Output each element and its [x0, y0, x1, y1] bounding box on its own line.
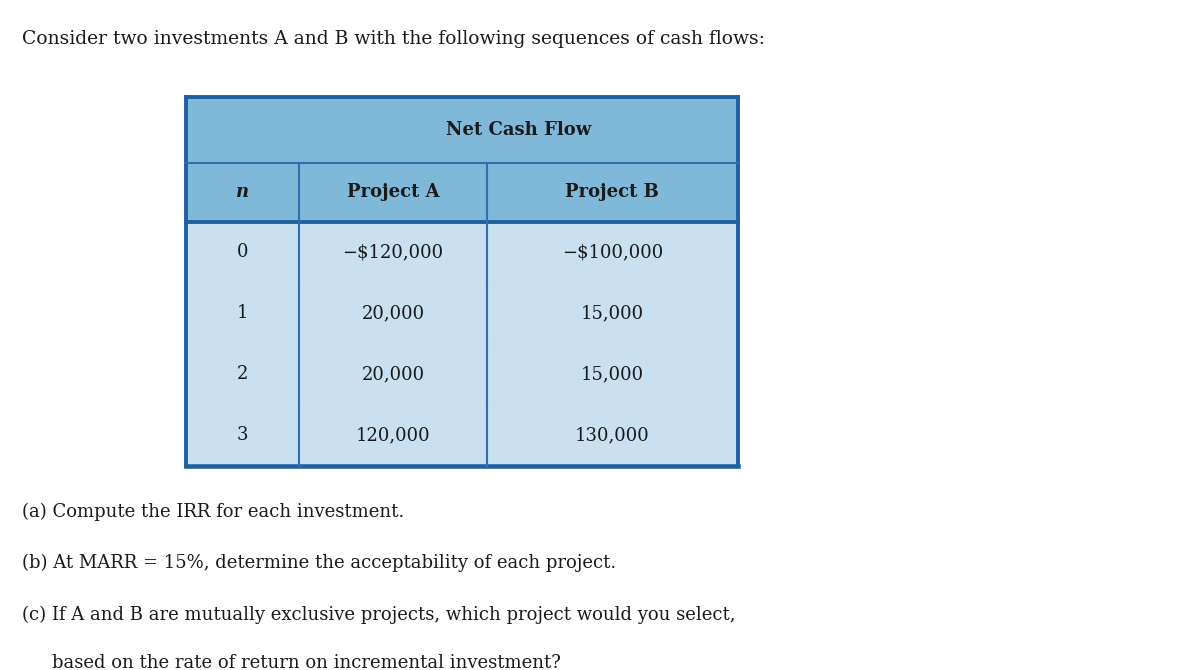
Text: 20,000: 20,000 — [361, 304, 425, 322]
Text: 1: 1 — [236, 304, 248, 322]
Text: 20,000: 20,000 — [361, 365, 425, 383]
Text: (b) At MARR = 15%, determine the acceptability of each project.: (b) At MARR = 15%, determine the accepta… — [22, 554, 616, 572]
Text: 15,000: 15,000 — [581, 304, 644, 322]
Text: 15,000: 15,000 — [581, 365, 644, 383]
FancyBboxPatch shape — [186, 222, 738, 283]
Text: −$100,000: −$100,000 — [562, 243, 664, 261]
Text: Project A: Project A — [347, 184, 439, 202]
Text: 120,000: 120,000 — [355, 426, 431, 444]
FancyBboxPatch shape — [186, 283, 738, 344]
Text: 2: 2 — [236, 365, 248, 383]
FancyBboxPatch shape — [186, 97, 738, 163]
Text: based on the rate of return on incremental investment?: based on the rate of return on increment… — [52, 654, 560, 670]
FancyBboxPatch shape — [186, 163, 738, 222]
Text: (c) If A and B are mutually exclusive projects, which project would you select,: (c) If A and B are mutually exclusive pr… — [22, 606, 736, 624]
Text: n: n — [236, 184, 250, 202]
Text: (a) Compute the IRR for each investment.: (a) Compute the IRR for each investment. — [22, 502, 404, 521]
Text: Consider two investments A and B with the following sequences of cash flows:: Consider two investments A and B with th… — [22, 30, 764, 48]
Text: 130,000: 130,000 — [575, 426, 649, 444]
Text: 0: 0 — [236, 243, 248, 261]
Text: Project B: Project B — [565, 184, 659, 202]
Text: −$120,000: −$120,000 — [342, 243, 444, 261]
Text: Net Cash Flow: Net Cash Flow — [446, 121, 592, 139]
FancyBboxPatch shape — [186, 344, 738, 405]
Text: 3: 3 — [236, 426, 248, 444]
FancyBboxPatch shape — [186, 405, 738, 466]
